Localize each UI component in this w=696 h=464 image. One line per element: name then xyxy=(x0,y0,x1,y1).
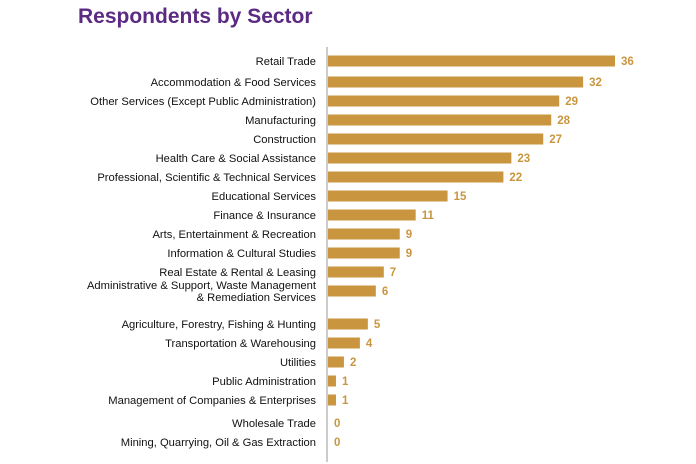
category-label: Public Administration xyxy=(212,376,316,388)
category-label-line: Utilities xyxy=(280,357,316,369)
category-label: Professional, Scientific & Technical Ser… xyxy=(97,172,316,184)
bar xyxy=(328,190,448,202)
value-label: 4 xyxy=(366,338,373,350)
value-label: 6 xyxy=(382,286,388,298)
category-label-line: Mining, Quarrying, Oil & Gas Extraction xyxy=(121,437,316,449)
category-label: Finance & Insurance xyxy=(213,210,316,222)
bar xyxy=(328,171,504,183)
category-label-line: Wholesale Trade xyxy=(232,418,316,430)
category-label-line: Arts, Entertainment & Recreation xyxy=(152,229,316,241)
value-label: 32 xyxy=(589,77,602,89)
bar xyxy=(328,318,368,330)
category-label-line: Professional, Scientific & Technical Ser… xyxy=(97,172,316,184)
value-label: 1 xyxy=(342,376,349,388)
bar xyxy=(328,55,615,67)
category-label-line: Transportation & Warehousing xyxy=(165,338,316,350)
value-label: 29 xyxy=(565,96,578,108)
bar xyxy=(328,285,376,297)
bar xyxy=(328,337,360,349)
category-label-line: Construction xyxy=(253,134,316,146)
category-label: Transportation & Warehousing xyxy=(165,338,316,350)
category-label-line: Public Administration xyxy=(212,376,316,388)
category-label: Health Care & Social Assistance xyxy=(156,153,316,165)
category-label: Retail Trade xyxy=(256,56,316,68)
category-label-line: Health Care & Social Assistance xyxy=(156,153,316,165)
category-label: Educational Services xyxy=(212,191,317,203)
category-label: Administrative & Support, Waste Manageme… xyxy=(87,280,317,304)
value-label: 5 xyxy=(374,319,381,331)
value-label: 9 xyxy=(406,229,412,241)
bar xyxy=(328,228,400,240)
value-label: 11 xyxy=(422,210,435,222)
category-label-line: Management of Companies & Enterprises xyxy=(108,395,316,407)
bar xyxy=(328,152,512,164)
value-label: 7 xyxy=(390,267,396,279)
category-label-line: Finance & Insurance xyxy=(213,210,316,222)
value-label: 27 xyxy=(549,134,562,146)
bar xyxy=(328,394,336,406)
category-label: Manufacturing xyxy=(245,115,316,127)
bar xyxy=(328,356,344,368)
category-label: Mining, Quarrying, Oil & Gas Extraction xyxy=(121,437,316,449)
category-label-line: Real Estate & Rental & Leasing xyxy=(159,267,316,279)
category-label-line: Other Services (Except Public Administra… xyxy=(90,96,316,108)
bar xyxy=(328,209,416,221)
bar xyxy=(328,133,544,145)
category-label: Utilities xyxy=(280,357,316,369)
value-label: 2 xyxy=(350,357,356,369)
bar xyxy=(328,247,400,259)
value-label: 1 xyxy=(342,395,349,407)
category-label-line: Retail Trade xyxy=(256,56,316,68)
bars-group: Retail Trade 36 Accommodation & Food Servi… xyxy=(87,55,634,449)
chart-title: Respondents by Sector xyxy=(78,5,313,28)
category-label: Other Services (Except Public Administra… xyxy=(90,96,316,108)
bar xyxy=(328,95,560,107)
category-label-line: Manufacturing xyxy=(245,115,316,127)
category-label: Agriculture, Forestry, Fishing & Hunting xyxy=(122,319,316,331)
category-label: Management of Companies & Enterprises xyxy=(108,395,316,407)
bar xyxy=(328,375,336,387)
value-label: 9 xyxy=(406,248,412,260)
value-label: 0 xyxy=(334,418,340,430)
category-label: Wholesale Trade xyxy=(232,418,316,430)
category-label: Construction xyxy=(253,134,316,146)
value-label: 22 xyxy=(509,172,522,184)
category-label: Real Estate & Rental & Leasing xyxy=(159,267,316,279)
value-label: 15 xyxy=(454,191,467,203)
category-label-line: Agriculture, Forestry, Fishing & Hunting xyxy=(122,319,316,331)
category-label: Information & Cultural Studies xyxy=(167,248,316,260)
category-label-line: Administrative & Support, Waste Manageme… xyxy=(87,280,317,292)
category-label-line: & Remediation Services xyxy=(197,292,317,304)
value-label: 36 xyxy=(621,56,634,68)
bar xyxy=(328,266,384,278)
bar xyxy=(328,76,584,88)
bar xyxy=(328,114,552,126)
value-label: 28 xyxy=(557,115,570,127)
category-label: Accommodation & Food Services xyxy=(151,77,317,89)
category-label-line: Educational Services xyxy=(212,191,317,203)
category-label-line: Accommodation & Food Services xyxy=(151,77,317,89)
category-label-line: Information & Cultural Studies xyxy=(167,248,316,260)
category-label: Arts, Entertainment & Recreation xyxy=(152,229,316,241)
value-label: 23 xyxy=(517,153,530,165)
value-label: 0 xyxy=(334,437,340,449)
